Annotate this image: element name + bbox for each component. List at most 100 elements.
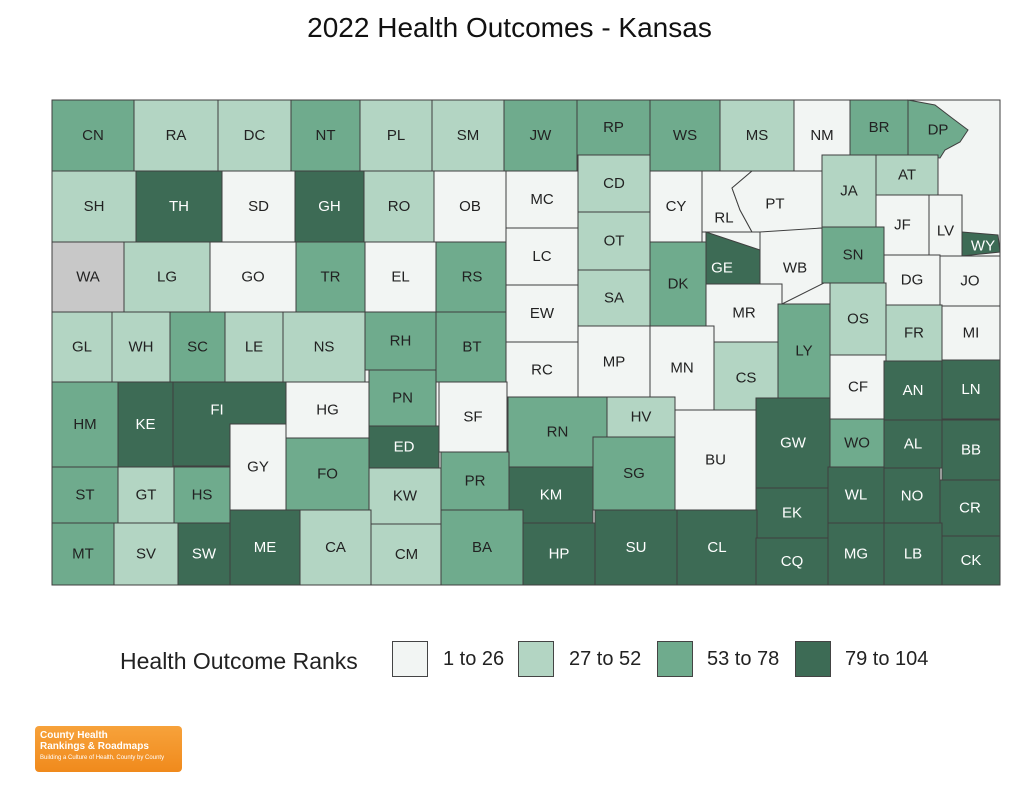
legend-label-4: 79 to 104 (845, 648, 929, 670)
county-label-ba: BA (472, 539, 492, 556)
county-label-sv: SV (136, 546, 156, 563)
county-label-pt: PT (765, 196, 784, 213)
county-label-mr: MR (732, 305, 755, 322)
county-label-cq: CQ (781, 553, 804, 570)
county-label-jo: JO (960, 273, 979, 290)
county-label-wa: WA (76, 269, 100, 286)
county-label-st: ST (75, 487, 94, 504)
county-label-no: NO (901, 488, 924, 505)
county-label-rh: RH (390, 333, 412, 350)
county-label-cr: CR (959, 500, 981, 517)
county-label-at: AT (898, 167, 916, 184)
county-label-cm: CM (395, 546, 418, 563)
legend-label-1: 1 to 26 (443, 648, 505, 670)
county-label-mn: MN (670, 360, 693, 377)
county-label-cy: CY (666, 198, 687, 215)
county-label-br: BR (869, 119, 890, 136)
county-label-dk: DK (668, 276, 689, 293)
county-label-cl: CL (707, 539, 726, 556)
county-label-lb: LB (904, 546, 922, 563)
county-label-wl: WL (845, 487, 868, 504)
county-label-wh: WH (129, 339, 154, 356)
county-label-ms: MS (746, 127, 769, 144)
county-label-dp: DP (928, 122, 949, 139)
county-label-ln: LN (961, 381, 980, 398)
county-label-lg: LG (157, 269, 177, 286)
county-label-nm: NM (810, 127, 833, 144)
county-label-sh: SH (84, 198, 105, 215)
county-label-ns: NS (314, 339, 335, 356)
county-label-sm: SM (457, 127, 480, 144)
county-label-mt: MT (72, 546, 94, 563)
county-wy[interactable] (961, 231, 1001, 257)
county-label-ed: ED (394, 439, 415, 456)
county-label-ke: KE (135, 416, 155, 433)
county-label-ly: LY (795, 343, 812, 360)
county-label-dg: DG (901, 272, 924, 289)
legend-swatch-2 (518, 641, 554, 677)
county-label-ge: GE (711, 260, 733, 277)
county-label-rc: RC (531, 362, 553, 379)
county-label-go: GO (241, 269, 264, 286)
county-label-os: OS (847, 311, 869, 328)
map-title: 2022 Health Outcomes - Kansas (307, 12, 712, 43)
county-ck[interactable] (941, 535, 1001, 586)
county-label-sd: SD (248, 198, 269, 215)
county-label-cf: CF (848, 379, 868, 396)
legend-swatch-3 (657, 641, 693, 677)
county-ln[interactable] (941, 359, 1001, 420)
county-label-el: EL (391, 269, 409, 286)
county-label-sc: SC (187, 339, 208, 356)
county-label-ja: JA (840, 183, 858, 200)
county-label-sg: SG (623, 465, 645, 482)
county-label-hg: HG (316, 402, 339, 419)
county-label-jw: JW (530, 127, 553, 144)
county-label-bt: BT (462, 339, 481, 356)
county-label-sa: SA (604, 290, 624, 307)
county-label-hp: HP (549, 546, 570, 563)
county-label-ot: OT (604, 233, 625, 250)
legend-swatch-1 (392, 641, 428, 677)
county-label-gw: GW (780, 435, 807, 452)
county-label-gt: GT (136, 487, 157, 504)
county-label-cd: CD (603, 175, 625, 192)
county-label-fr: FR (904, 325, 924, 342)
county-label-rp: RP (603, 119, 624, 136)
logo-line-2: Rankings & Roadmaps (40, 741, 149, 752)
county-label-hm: HM (73, 416, 96, 433)
legend-label-2: 27 to 52 (569, 648, 642, 670)
county-label-le: LE (245, 339, 263, 356)
county-label-pl: PL (387, 127, 405, 144)
county-label-wy: WY (971, 238, 995, 255)
county-label-cn: CN (82, 127, 104, 144)
legend-title: Health Outcome Ranks (120, 648, 358, 674)
county-label-al: AL (904, 436, 922, 453)
county-label-me: ME (254, 539, 277, 556)
county-label-sw: SW (192, 546, 217, 563)
county-label-cs: CS (736, 370, 757, 387)
county-label-hs: HS (192, 487, 213, 504)
county-label-ew: EW (530, 305, 555, 322)
county-label-sn: SN (843, 247, 864, 264)
county-label-ro: RO (388, 198, 411, 215)
county-label-wo: WO (844, 435, 870, 452)
county-label-ek: EK (782, 505, 802, 522)
county-label-hv: HV (631, 409, 652, 426)
county-label-wb: WB (783, 260, 807, 277)
county-label-lv: LV (937, 223, 954, 240)
county-label-lc: LC (532, 248, 551, 265)
county-label-sf: SF (463, 409, 482, 426)
county-label-rs: RS (462, 269, 483, 286)
county-label-jf: JF (894, 217, 911, 234)
county-label-su: SU (626, 539, 647, 556)
logo-line-1: County Health (40, 730, 108, 741)
county-label-th: TH (169, 198, 189, 215)
county-label-mg: MG (844, 546, 868, 563)
county-label-ob: OB (459, 198, 481, 215)
county-label-gl: GL (72, 339, 92, 356)
county-label-fi: FI (210, 402, 223, 419)
county-label-mp: MP (603, 354, 626, 371)
legend-label-3: 53 to 78 (707, 648, 780, 670)
county-label-pr: PR (465, 473, 486, 490)
kansas-county-map: CN RA DC NT PL SM JW RP WS MS NM BR DP SH TH SD GH RO OB MC… (51, 99, 1001, 586)
